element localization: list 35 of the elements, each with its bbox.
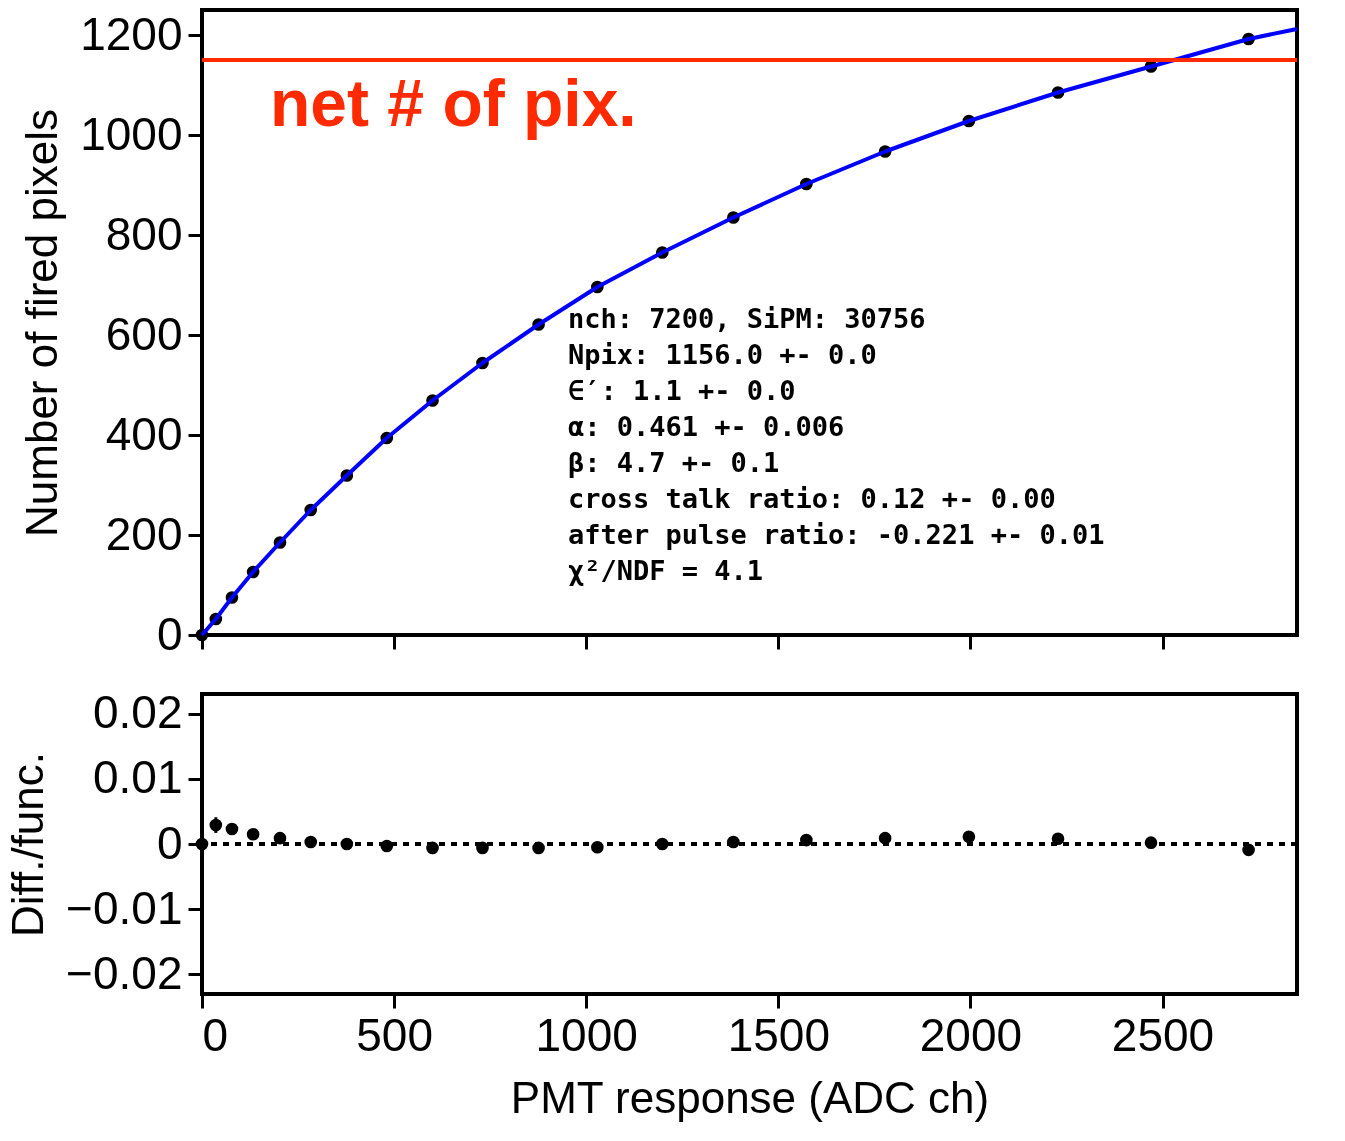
point (273, 831, 287, 845)
x-tick-label: 2000 (919, 1008, 1023, 1061)
annotation: β: 4.7 +- 0.1 (568, 447, 780, 478)
y-tick-label: 800 (105, 207, 183, 260)
y-tick-label: 0.01 (92, 751, 183, 804)
annotation: χ²/NDF = 4.1 (568, 555, 764, 586)
point (246, 827, 260, 841)
point (962, 830, 976, 844)
y-tick-label: 1200 (80, 7, 183, 60)
y-tick-label: 400 (105, 407, 183, 460)
point (1051, 832, 1065, 846)
x-tick-label: 1000 (535, 1008, 638, 1061)
y-tick-label: 0.02 (92, 686, 183, 739)
y-axis-title: Diff./func. (3, 751, 53, 938)
annotation: cross talk ratio: 0.12 +- 0.00 (568, 483, 1056, 514)
x-tick-label: 2500 (1111, 1008, 1215, 1061)
x-tick-label: 1500 (727, 1008, 830, 1061)
annotation: α: 0.461 +- 0.006 (568, 411, 845, 442)
annotation: after pulse ratio: -0.221 +- 0.01 (568, 519, 1105, 550)
y-tick-label: 1000 (80, 107, 183, 160)
annotation: nch: 7200, SiPM: 30756 (568, 303, 926, 334)
y-tick-label: 200 (105, 507, 183, 560)
y-tick-label: 600 (105, 307, 183, 360)
point (1242, 843, 1255, 857)
y-tick-label: 0 (156, 816, 183, 869)
y-tick-label: −0.01 (66, 881, 183, 934)
x-tick-label: 0 (202, 1008, 229, 1061)
y-tick-label: 0 (156, 607, 183, 660)
x-tick-label: 500 (356, 1008, 433, 1061)
ref-line-label: net # of pix. (270, 66, 637, 140)
y-axis-title: Number of fired pixels (17, 109, 67, 537)
x-axis-title: PMT response (ADC ch) (510, 1072, 990, 1122)
annotation: Npix: 1156.0 +- 0.0 (568, 339, 877, 370)
y-tick-label: −0.02 (66, 946, 183, 999)
annotation: ∈′: 1.1 +- 0.0 (568, 375, 796, 406)
